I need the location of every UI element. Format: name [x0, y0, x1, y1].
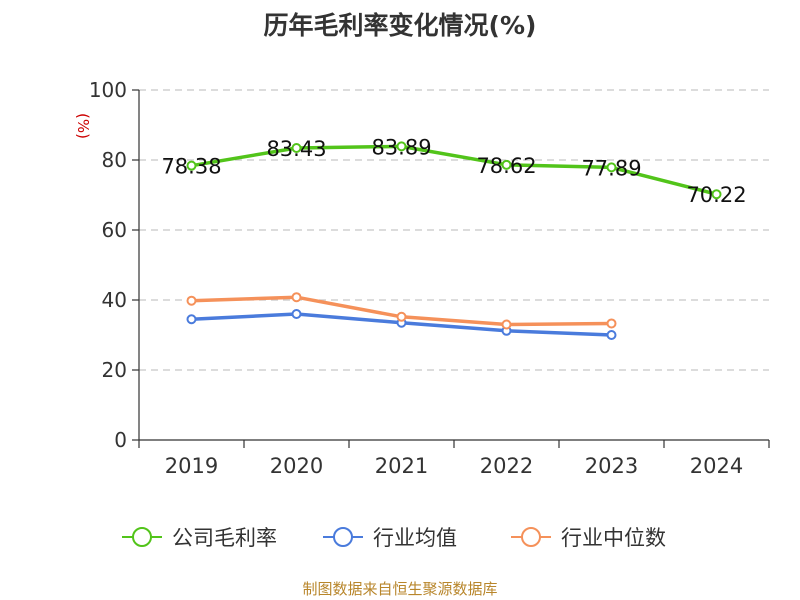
data-point	[606, 318, 617, 329]
legend-item[interactable]: 公司毛利率	[122, 526, 277, 550]
data-point	[396, 311, 407, 322]
legend-label: 行业中位数	[561, 526, 666, 550]
x-tick-label: 2024	[690, 454, 743, 478]
data-point	[291, 292, 302, 303]
grid-lines	[139, 89, 769, 371]
legend-label: 公司毛利率	[172, 526, 277, 550]
legend-label: 行业均值	[373, 526, 457, 550]
legend-marker	[333, 527, 353, 547]
data-point	[186, 314, 197, 325]
series-lines	[186, 141, 722, 340]
y-tick-label: 80	[102, 148, 127, 172]
data-labels: 78.38 83.43 83.89 78.62 77.89 70.22	[161, 135, 746, 207]
legend-marker	[521, 527, 541, 547]
x-tick-label: 2021	[375, 454, 428, 478]
data-label: 83.89	[371, 135, 431, 159]
legend-item[interactable]: 行业中位数	[511, 526, 666, 550]
data-point	[501, 319, 512, 330]
chart-title: 历年毛利率变化情况(%)	[263, 11, 537, 40]
x-tick-label: 2022	[480, 454, 533, 478]
x-tick-label: 2020	[270, 454, 323, 478]
y-tick-label: 100	[89, 78, 127, 102]
axes: 0 20 40 60 80 100 (%) 2019 2020 2021 2022 2023 2024	[74, 78, 770, 478]
data-point	[606, 162, 617, 173]
series-line	[191, 144, 717, 196]
x-tick-label: 2023	[585, 454, 638, 478]
x-tick-label: 2019	[165, 454, 218, 478]
data-label: 77.89	[581, 156, 641, 180]
data-point	[711, 189, 722, 200]
y-axis-label: (%)	[74, 113, 92, 139]
data-point	[606, 330, 617, 340]
y-tick-label: 0	[114, 428, 127, 452]
legend: 公司毛利率 行业均值 行业中位数	[122, 526, 666, 550]
data-label: 83.43	[266, 137, 326, 161]
data-label: 78.38	[161, 155, 221, 179]
data-point	[291, 142, 302, 153]
y-tick-label: 40	[102, 288, 127, 312]
data-point	[186, 160, 197, 171]
data-point	[501, 159, 512, 170]
data-point	[291, 309, 302, 319]
data-label: 78.62	[476, 154, 536, 178]
legend-marker	[132, 527, 152, 547]
data-label: 70.22	[686, 183, 746, 207]
y-tick-label: 60	[102, 218, 127, 242]
source-note: 制图数据来自恒生聚源数据库	[302, 580, 498, 598]
y-tick-label: 20	[102, 358, 127, 382]
data-point	[396, 141, 407, 152]
data-point	[186, 295, 197, 306]
legend-item[interactable]: 行业均值	[323, 526, 457, 550]
